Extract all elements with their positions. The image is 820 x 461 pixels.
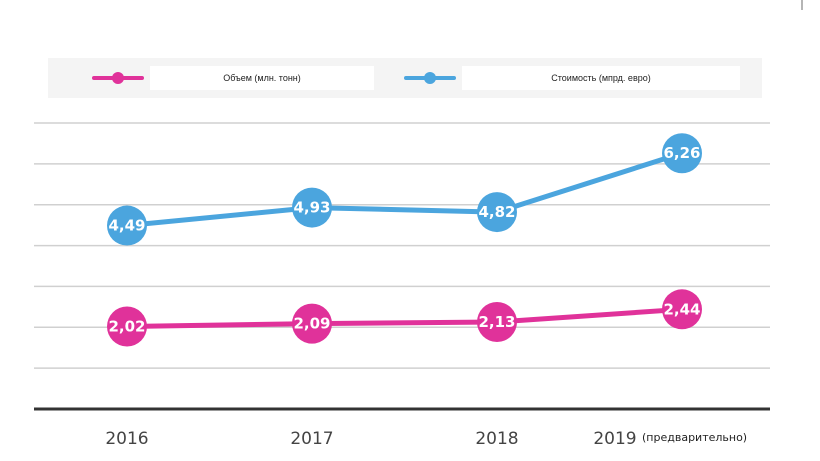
data-point [477,301,517,342]
data-label: 2,44 [663,300,700,318]
data-point [107,205,147,246]
x-tick-label: 2019 [593,429,636,449]
legend-label-volume: Объем (млн. тонн) [150,66,374,90]
corner-tick [801,0,803,10]
data-label: 2,02 [108,317,145,335]
legend-label-value: Стоимость (мпрд. евро) [462,66,740,90]
data-point [292,187,332,228]
series-line [124,306,685,329]
data-label: 4,93 [293,199,330,217]
x-tick-note: (предварительно) [642,431,747,444]
legend-item-value: Стоимость (мпрд. евро) [360,66,740,90]
data-label: 4,82 [478,203,515,221]
data-label: 6,26 [663,144,700,162]
x-tick-label: 2016 [105,429,148,449]
legend-swatch-volume [92,72,144,84]
data-label: 4,49 [108,217,145,235]
x-tick-label: 2018 [475,429,518,449]
data-point [477,192,517,233]
data-point [292,303,332,344]
x-tick-label: 2017 [290,429,333,449]
data-point [662,289,702,330]
data-point [107,306,147,347]
series-line [124,150,685,229]
legend-swatch-value [404,72,456,84]
legend: Объем (млн. тонн) Стоимость (мпрд. евро) [48,58,762,98]
legend-item-volume: Объем (млн. тонн) [48,66,374,90]
data-label: 2,13 [478,313,515,331]
data-point [662,133,702,174]
data-label: 2,09 [293,315,330,333]
